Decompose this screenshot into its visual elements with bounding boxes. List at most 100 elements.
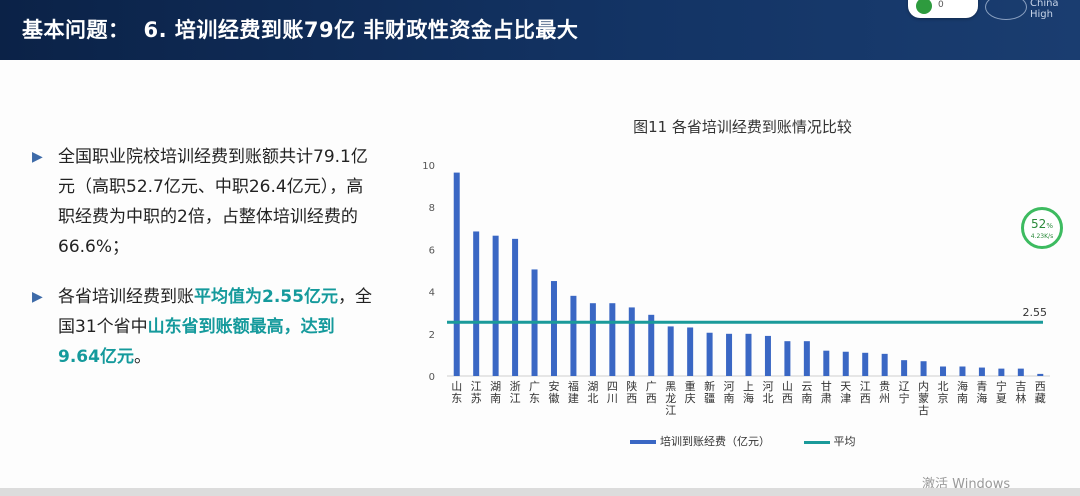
x-tick-label: 上 — [743, 380, 754, 393]
y-tick-label: 0 — [429, 372, 435, 383]
progress-value: 52 — [1031, 217, 1047, 231]
bar-贵州 — [881, 353, 888, 376]
bar-陕西 — [628, 307, 635, 376]
x-tick-label: 京 — [938, 391, 949, 405]
x-tick-label: 湖 — [587, 380, 598, 393]
x-tick-label: 黑 — [665, 380, 676, 393]
bar-宁夏 — [998, 368, 1005, 376]
bullet-point-1: ▶ 全国职业院校培训经费到账额共计79.1亿元（高职52.7亿元、中职26.4亿… — [32, 142, 372, 262]
bar-上海 — [745, 333, 752, 376]
x-tick-label: 肃 — [821, 392, 832, 405]
x-tick-label: 浙 — [510, 380, 521, 393]
bullet-2-part-3: 山东省到账额最高，达到9.64亿元 — [58, 317, 335, 367]
logo-text: China High — [1030, 0, 1059, 20]
x-tick-label: 青 — [976, 380, 987, 393]
x-tick-label: 宁 — [899, 391, 910, 405]
x-tick-label: 吉 — [1015, 380, 1026, 393]
bar-云南 — [803, 341, 810, 376]
bar-福建 — [570, 295, 577, 376]
x-tick-label: 江 — [665, 404, 676, 417]
progress-percent: 52% — [1024, 217, 1060, 231]
y-tick-label: 2 — [429, 330, 435, 341]
x-tick-label: 古 — [918, 404, 929, 417]
x-tick-label: 西 — [782, 392, 793, 405]
bullet-2-part-1: 平均值为2.55亿元 — [194, 287, 338, 307]
legend-bar-swatch — [630, 440, 656, 444]
x-tick-label: 重 — [685, 379, 696, 393]
title-prefix: 基本问题： — [22, 18, 130, 42]
bar-内蒙古 — [920, 361, 927, 376]
x-tick-label: 藏 — [1035, 392, 1046, 405]
progress-speed: 4.23K/s — [1030, 233, 1054, 240]
x-tick-label: 南 — [957, 392, 968, 405]
progress-ring: 52% 4.23K/s — [1021, 207, 1063, 249]
x-tick-label: 龙 — [665, 392, 676, 405]
bullet-2-part-0: 各省培训经费到账 — [58, 287, 194, 307]
title-text: 6. 培训经费到账79亿 非财政性资金占比最大 — [143, 18, 579, 42]
y-tick-label: 8 — [429, 203, 435, 214]
x-tick-label: 云 — [801, 380, 812, 393]
x-tick-label: 西 — [1035, 380, 1046, 393]
bar-青海 — [978, 367, 985, 376]
bar-山西 — [784, 341, 791, 376]
x-tick-label: 广 — [529, 380, 540, 393]
x-tick-label: 南 — [724, 392, 735, 405]
x-tick-label: 江 — [860, 380, 871, 393]
bar-黑龙江 — [667, 326, 674, 376]
legend-line-swatch — [803, 440, 830, 444]
x-tick-label: 江 — [510, 392, 521, 405]
bar-四川 — [609, 303, 616, 376]
x-tick-label: 山 — [782, 380, 793, 393]
x-tick-label: 广 — [646, 380, 657, 393]
x-tick-label: 内 — [918, 379, 929, 393]
x-tick-label: 湖 — [490, 380, 501, 393]
chart-title: 图11 各省培训经费到账情况比较 — [633, 118, 852, 136]
x-tick-label: 建 — [568, 391, 579, 405]
x-tick-label: 津 — [840, 392, 851, 405]
x-tick-label: 北 — [938, 380, 949, 393]
bullet-arrow-icon: ▶ — [32, 289, 43, 305]
bar-河北 — [764, 335, 771, 376]
bullet-1-part-0: 全国职业院校培训经费到账额共计79.1亿元（高职52.7亿元、中职26.4亿元）… — [58, 147, 368, 257]
x-tick-label: 河 — [762, 380, 773, 393]
bar-新疆 — [706, 332, 713, 376]
x-tick-label: 西 — [860, 392, 871, 405]
bar-西藏 — [1037, 373, 1044, 376]
x-tick-label: 庆 — [685, 391, 696, 405]
x-tick-label: 安 — [548, 379, 559, 393]
x-tick-label: 贵 — [879, 380, 890, 393]
bar-广西 — [648, 314, 655, 376]
legend-avg-label: 平均 — [833, 435, 856, 448]
x-tick-label: 川 — [607, 392, 618, 405]
x-tick-label: 河 — [724, 380, 735, 393]
bar-吉林 — [1017, 368, 1024, 376]
x-tick-label: 东 — [451, 392, 462, 405]
bullet-text-1: 全国职业院校培训经费到账额共计79.1亿元（高职52.7亿元、中职26.4亿元）… — [32, 142, 372, 262]
page-title: 基本问题： 6. 培训经费到账79亿 非财政性资金占比最大 — [22, 14, 592, 44]
y-tick-label: 10 — [422, 161, 435, 172]
bullet-text-2: 各省培训经费到账平均值为2.55亿元，全国31个省中山东省到账额最高，达到9.6… — [32, 282, 372, 372]
badge-count: 0 — [938, 0, 944, 10]
y-tick-label: 4 — [429, 288, 435, 299]
average-label: 2.55 — [1023, 306, 1048, 319]
bullet-2-part-4: 。 — [133, 347, 151, 367]
x-tick-label: 州 — [879, 392, 890, 405]
bar-辽宁 — [901, 360, 908, 376]
bar-浙江 — [512, 238, 519, 376]
x-tick-label: 海 — [743, 391, 754, 405]
x-tick-label: 林 — [1015, 391, 1026, 405]
legend-item-bar: 培训到账经费（亿元） — [630, 433, 770, 449]
bar-重庆 — [687, 327, 694, 376]
network-badge[interactable]: 0 — [908, 0, 978, 18]
x-tick-label: 陕 — [626, 379, 637, 393]
x-tick-label: 宁 — [996, 379, 1007, 393]
y-tick-label: 6 — [429, 245, 435, 256]
x-tick-label: 东 — [529, 392, 540, 405]
x-tick-label: 徽 — [548, 391, 559, 405]
x-tick-label: 天 — [840, 380, 851, 393]
wifi-icon — [916, 0, 932, 14]
x-tick-label: 新 — [704, 379, 715, 393]
x-tick-label: 疆 — [704, 392, 715, 405]
bar-湖北 — [589, 303, 596, 376]
